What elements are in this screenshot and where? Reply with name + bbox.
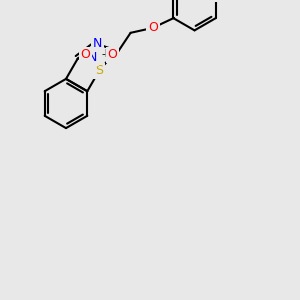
Text: S: S — [95, 64, 103, 77]
Text: O: O — [148, 21, 158, 34]
Text: N: N — [93, 38, 102, 50]
Text: N: N — [88, 51, 97, 64]
Text: O: O — [80, 49, 90, 62]
Text: -H: -H — [101, 50, 112, 59]
Text: O: O — [108, 49, 118, 62]
